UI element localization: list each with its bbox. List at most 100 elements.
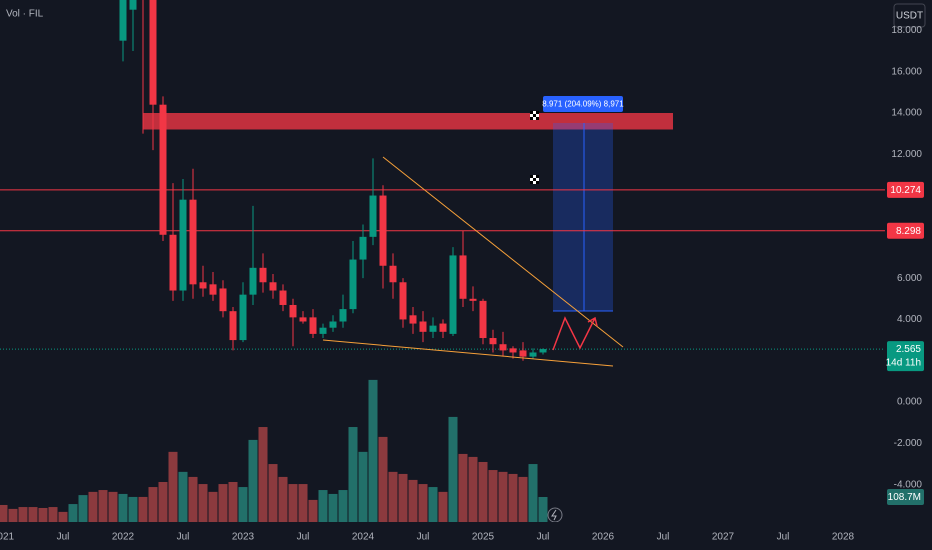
candle-body xyxy=(259,267,267,283)
volume-bar xyxy=(388,471,398,522)
x-tick-label: 2023 xyxy=(232,532,255,543)
volume-bar xyxy=(498,471,508,522)
candle-body xyxy=(409,315,417,324)
x-tick-label: 2021 xyxy=(0,532,15,543)
candle-body xyxy=(389,265,397,283)
candle-body xyxy=(439,323,447,332)
y-tick-label: -4.000 xyxy=(894,479,923,490)
candle-body xyxy=(159,104,167,235)
volume-bar xyxy=(48,507,58,522)
volume-bar xyxy=(268,464,278,522)
x-tick-label: 2025 xyxy=(472,532,495,543)
y-tick-label: 14.000 xyxy=(891,108,922,119)
candle-body xyxy=(209,284,217,295)
candle-body xyxy=(199,282,207,289)
volume-bar xyxy=(8,508,18,522)
countdown-label: 14d 11h xyxy=(886,358,921,369)
candle-body xyxy=(309,317,317,334)
candle-body xyxy=(229,311,237,341)
candle-body xyxy=(319,327,327,334)
trendline-upper xyxy=(382,156,624,348)
candle-body xyxy=(179,199,187,291)
volume-bar xyxy=(538,497,548,522)
volume-bar xyxy=(428,487,438,522)
candle-body xyxy=(399,282,407,320)
candle-body xyxy=(449,255,457,334)
volume-bar xyxy=(58,511,68,522)
projection-label-bg xyxy=(543,96,623,112)
projection-label: 8.971 (204.09%) 8,971 xyxy=(542,100,624,109)
volume-bar xyxy=(108,491,118,522)
x-tick-label: 2022 xyxy=(112,532,135,543)
supply-zone xyxy=(143,113,673,130)
price-label-bg xyxy=(887,222,924,239)
volume-bar xyxy=(238,487,248,522)
candle-body xyxy=(239,294,247,341)
projection-box xyxy=(553,123,613,311)
trendline-lower xyxy=(322,339,614,367)
price-label-bg xyxy=(887,181,924,198)
volume-bar xyxy=(248,439,258,522)
volume-bar xyxy=(208,491,218,522)
volume-bar xyxy=(458,453,468,522)
candle-body xyxy=(289,304,297,318)
volume-bar xyxy=(88,491,98,522)
volume-bar xyxy=(308,499,318,522)
forecast-arrow xyxy=(552,316,598,351)
x-tick-label: Jul xyxy=(777,532,790,543)
volume-bar xyxy=(188,476,198,522)
volume-label: 108.7M xyxy=(888,492,921,503)
x-tick-label: 2026 xyxy=(592,532,615,543)
y-tick-label: 18.000 xyxy=(891,25,922,36)
volume-bar xyxy=(398,473,408,522)
volume-bar xyxy=(38,507,48,522)
volume-bar xyxy=(288,484,298,522)
volume-bar xyxy=(168,451,178,522)
alert-icon[interactable] xyxy=(547,507,563,522)
y-tick-label: 16.000 xyxy=(891,66,922,77)
volume-bar xyxy=(378,436,388,522)
x-tick-label: 2028 xyxy=(832,532,855,543)
volume-bar xyxy=(478,461,488,522)
candle-body xyxy=(369,195,377,237)
alert-bolt xyxy=(551,509,557,521)
price-label: 10.274 xyxy=(890,185,921,196)
x-tick-label: Jul xyxy=(297,532,310,543)
volume-bar xyxy=(468,456,478,522)
volume-bar xyxy=(518,476,528,522)
candle-body xyxy=(459,255,467,299)
candle-body xyxy=(519,350,527,357)
candle-body xyxy=(509,348,517,353)
volume-bar xyxy=(78,495,88,522)
volume-bar xyxy=(328,493,338,522)
x-tick-label: 2027 xyxy=(712,532,735,543)
candle-body xyxy=(349,259,357,310)
volume-bar xyxy=(318,490,328,522)
volume-bar xyxy=(438,491,448,522)
candle-body xyxy=(299,317,307,322)
candle-body xyxy=(479,300,487,339)
volume-bar xyxy=(368,379,378,522)
volume-bar xyxy=(18,507,28,522)
volume-bar xyxy=(408,479,418,522)
currency-button[interactable] xyxy=(893,3,926,28)
volume-label-bg xyxy=(887,489,924,506)
volume-bar xyxy=(448,416,458,522)
currency-label: USDT xyxy=(896,11,923,22)
volume-bar xyxy=(488,470,498,522)
volume-bar xyxy=(198,484,208,522)
candle-body xyxy=(339,309,347,322)
volume-bar xyxy=(338,490,348,522)
candle-body xyxy=(279,290,287,305)
volume-bar xyxy=(0,504,8,522)
volume-bar xyxy=(178,471,188,522)
candle-body xyxy=(419,321,427,332)
volume-bar xyxy=(118,493,128,522)
x-tick-label: Jul xyxy=(57,532,70,543)
candle-body xyxy=(529,352,537,357)
x-tick-label: 2024 xyxy=(352,532,375,543)
flag-icon xyxy=(530,111,539,120)
y-tick-label: 6.000 xyxy=(897,273,922,284)
candle-body xyxy=(379,195,387,266)
